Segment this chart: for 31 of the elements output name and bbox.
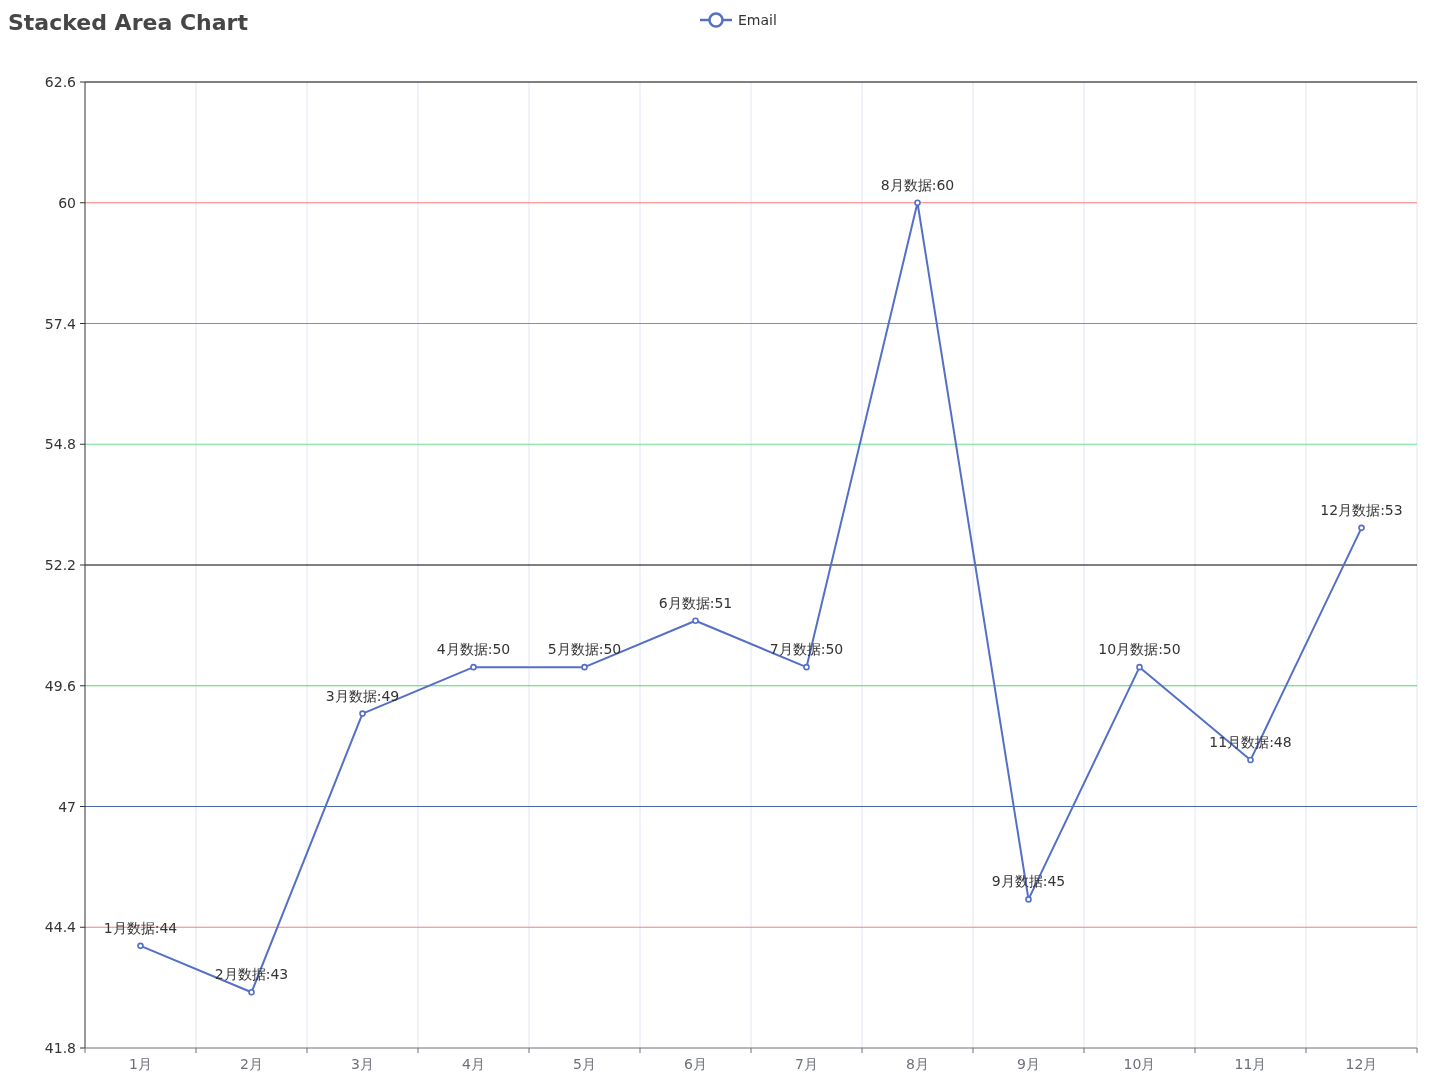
x-tick-label: 5月 xyxy=(573,1056,596,1072)
x-tick-label: 3月 xyxy=(351,1056,374,1072)
data-label: 1月数据:44 xyxy=(103,919,178,936)
y-tick-label: 52.2 xyxy=(44,557,76,573)
x-tick-label: 4月 xyxy=(462,1056,485,1072)
data-label: 3月数据:49 xyxy=(325,687,400,704)
x-tick-label: 12月 xyxy=(1345,1056,1378,1072)
x-tick-label: 11月 xyxy=(1234,1056,1267,1072)
data-label: 4月数据:50 xyxy=(436,641,511,658)
data-label: 8月数据:60 xyxy=(880,176,955,193)
y-tick-label: 54.8 xyxy=(44,436,76,453)
x-tick-label: 2月 xyxy=(240,1056,263,1072)
y-tick-label: 57.4 xyxy=(44,315,77,332)
x-tick-label: 9月 xyxy=(1017,1056,1040,1072)
x-tick-label: 7月 xyxy=(795,1056,818,1072)
y-tick-label: 44.4 xyxy=(44,919,77,936)
y-tick-label: 49.6 xyxy=(44,677,77,694)
y-tick-label: 60 xyxy=(58,194,76,211)
y-tick-label: 62.6 xyxy=(44,74,77,90)
y-tick-label: 41.8 xyxy=(44,1040,76,1056)
x-tick-label: 6月 xyxy=(684,1056,707,1072)
x-tick-label: 10月 xyxy=(1123,1056,1156,1072)
x-tick-label: 8月 xyxy=(906,1056,929,1072)
y-tick-label: 47 xyxy=(58,798,76,815)
data-label: 10月数据:50 xyxy=(1098,641,1181,658)
x-tick-label: 1月 xyxy=(129,1056,152,1072)
data-label: 12月数据:53 xyxy=(1320,501,1403,518)
data-label: 6月数据:51 xyxy=(658,594,733,611)
chart-title: Stacked Area Chart xyxy=(8,10,249,35)
legend-label: Email xyxy=(738,12,777,28)
data-label: 5月数据:50 xyxy=(547,641,622,658)
